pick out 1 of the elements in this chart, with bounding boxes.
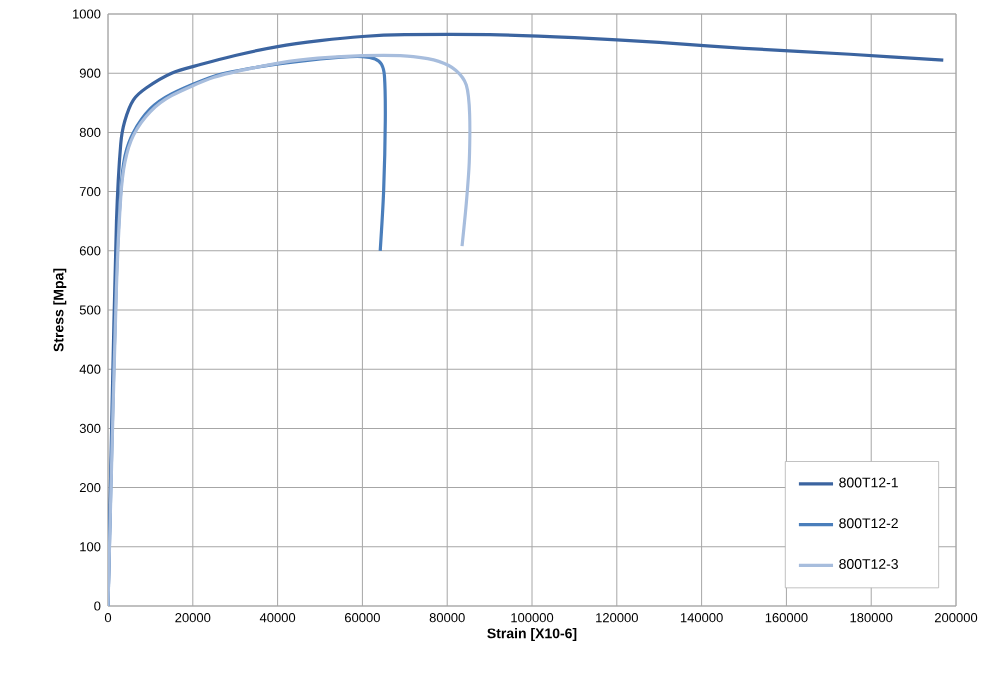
line-series xyxy=(108,53,472,606)
